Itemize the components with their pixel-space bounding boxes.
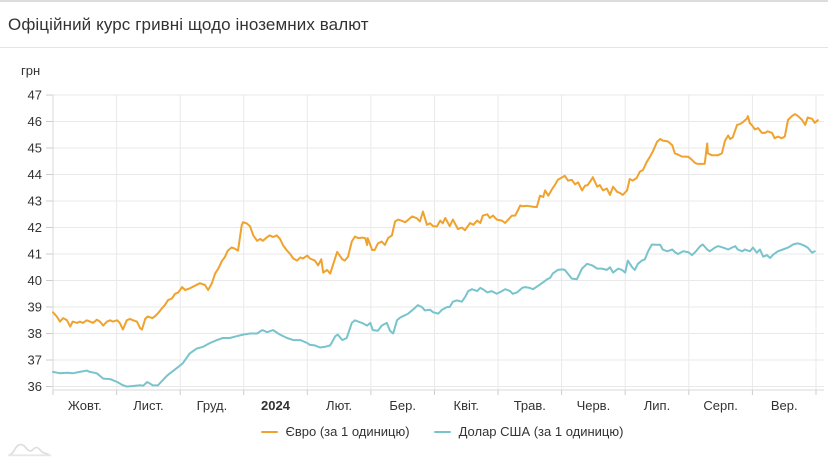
svg-text:Лист.: Лист.	[133, 398, 163, 413]
svg-text:Груд.: Груд.	[197, 398, 228, 413]
title-divider	[0, 47, 828, 48]
svg-text:Лип.: Лип.	[644, 398, 670, 413]
svg-text:Вер.: Вер.	[771, 398, 798, 413]
svg-text:41: 41	[28, 247, 42, 262]
svg-text:45: 45	[28, 141, 42, 156]
svg-text:Серп.: Серп.	[703, 398, 738, 413]
svg-text:Квіт.: Квіт.	[454, 398, 480, 413]
page-title: Офіційний курс гривні щодо іноземних вал…	[8, 15, 369, 34]
chart-legend: Євро (за 1 одиницю) Долар США (за 1 один…	[28, 424, 828, 439]
y-axis-unit-label: грн	[21, 63, 41, 78]
legend-item-label: Долар США (за 1 одиницю)	[458, 424, 624, 439]
usd-line-swatch	[433, 430, 451, 433]
chart-svg[interactable]: 47 46 45 44 43 42 41 40 39 38 37 36 Жовт. Лист. Груд. 2…	[0, 55, 828, 415]
svg-text:37: 37	[28, 353, 42, 368]
svg-text:44: 44	[28, 167, 42, 182]
euro-line-swatch	[260, 430, 278, 433]
svg-text:Бер.: Бер.	[389, 398, 416, 413]
svg-text:43: 43	[28, 194, 42, 209]
svg-text:2024: 2024	[261, 398, 291, 413]
svg-text:Трав.: Трав.	[514, 398, 546, 413]
svg-text:40: 40	[28, 273, 42, 288]
svg-text:Черв.: Черв.	[577, 398, 611, 413]
svg-text:Лют.: Лют.	[326, 398, 352, 413]
legend-item-label: Євро (за 1 одиницю)	[285, 424, 410, 439]
chart-area[interactable]: 47 46 45 44 43 42 41 40 39 38 37 36 Жовт. Лист. Груд. 2…	[0, 55, 828, 415]
svg-text:39: 39	[28, 300, 42, 315]
legend-item-euro[interactable]: Євро (за 1 одиницю)	[260, 424, 410, 439]
svg-text:42: 42	[28, 220, 42, 235]
svg-text:Жовт.: Жовт.	[68, 398, 102, 413]
svg-text:38: 38	[28, 326, 42, 341]
top-border	[0, 0, 828, 2]
svg-text:46: 46	[28, 114, 42, 129]
svg-text:36: 36	[28, 379, 42, 394]
mountains-logo-icon	[8, 443, 51, 457]
svg-text:47: 47	[28, 88, 42, 103]
legend-item-usd[interactable]: Долар США (за 1 одиницю)	[433, 424, 624, 439]
